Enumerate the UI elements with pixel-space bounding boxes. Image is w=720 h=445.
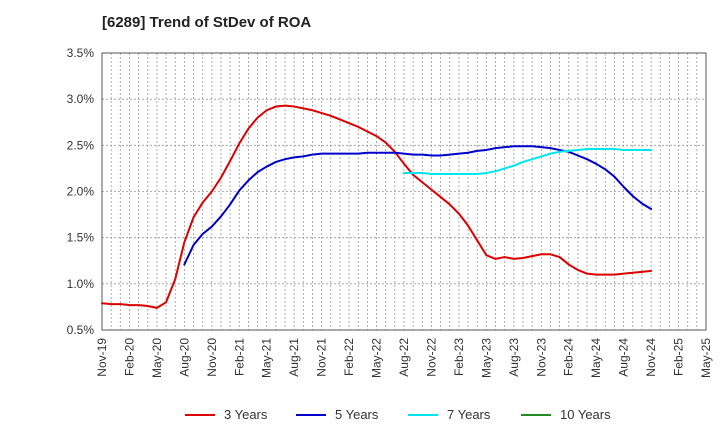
y-tick-label: 2.0%: [67, 185, 95, 199]
x-tick-label: Feb-24: [562, 338, 576, 376]
y-tick-label: 3.5%: [67, 46, 95, 60]
legend-label: 10 Years: [560, 407, 611, 422]
series-line-7-years: [403, 148, 653, 175]
x-tick-label: Aug-23: [507, 338, 521, 377]
y-tick-label: 3.0%: [67, 92, 95, 106]
x-tick-label: Aug-21: [287, 338, 301, 377]
x-tick-label: Aug-24: [617, 338, 631, 377]
plot-frame: [101, 52, 707, 331]
legend-label: 7 Years: [447, 407, 491, 422]
legend-label: 5 Years: [335, 407, 379, 422]
y-tick-label: 1.0%: [67, 277, 95, 291]
x-tick-label: Nov-22: [424, 338, 438, 377]
x-tick-label: May-20: [150, 338, 164, 378]
x-tick-label: Nov-21: [315, 338, 329, 377]
series-line-3-years: [101, 104, 653, 309]
y-tick-label: 0.5%: [67, 323, 95, 337]
x-tick-label: May-21: [260, 338, 274, 378]
axes: 0.5% 1.0% 1.5% 2.0% 2.5% 3.0% 3.5% Nov-19 Feb-20…: [67, 46, 713, 378]
y-tick-label: 1.5%: [67, 231, 95, 245]
legend-label: 3 Years: [224, 407, 268, 422]
x-tick-label: Feb-22: [342, 338, 356, 376]
legend: 3 Years 5 Years 7 Years 10 Years: [185, 407, 611, 422]
x-tick-label: May-25: [699, 338, 713, 378]
x-tick-label: Feb-21: [232, 338, 246, 376]
x-tick-label: Aug-22: [397, 338, 411, 377]
x-tick-label: Aug-20: [177, 338, 191, 377]
chart-title: [6289] Trend of StDev of ROA: [102, 14, 312, 31]
x-tick-label: Feb-20: [122, 338, 136, 376]
x-tick-label: Nov-20: [205, 338, 219, 377]
x-tick-label: Feb-25: [672, 338, 686, 376]
x-tick-label: Feb-23: [452, 338, 466, 376]
x-tick-label: Nov-23: [534, 338, 548, 377]
series-line-5-years: [183, 145, 653, 266]
y-tick-label: 2.5%: [67, 138, 95, 152]
x-tick-label: May-24: [589, 338, 603, 378]
grid-lines: [102, 53, 706, 330]
series-lines: [101, 104, 653, 309]
x-tick-label: Nov-19: [95, 338, 109, 377]
x-tick-label: May-22: [370, 338, 384, 378]
x-tick-label: May-23: [479, 338, 493, 378]
x-tick-label: Nov-24: [644, 338, 658, 377]
